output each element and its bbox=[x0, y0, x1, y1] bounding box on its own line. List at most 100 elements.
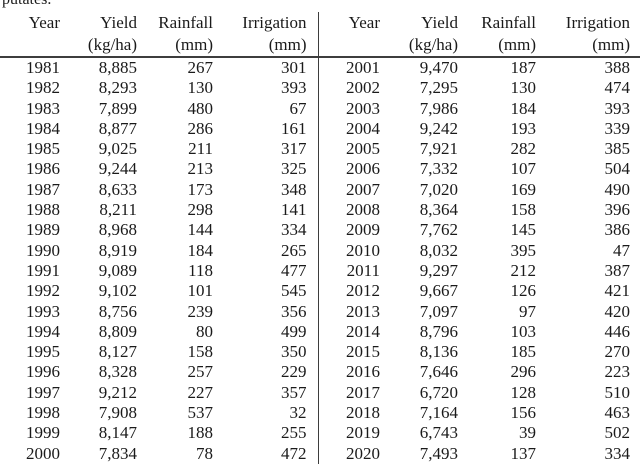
table-cell: 239 bbox=[187, 301, 214, 321]
table-row: 1990 8,919 184 265 2010 8,032 395 47 bbox=[0, 240, 640, 261]
table-cell: 128 bbox=[510, 382, 537, 402]
table-cell: 8,756 bbox=[98, 301, 137, 321]
table-cell: 8,809 bbox=[98, 321, 137, 341]
table-cell: 7,295 bbox=[419, 78, 458, 98]
col-header-yield-left: Yield bbox=[100, 13, 137, 32]
header-labels-row: Year Yield Rainfall Irrigation Year Yiel… bbox=[0, 12, 640, 34]
table-cell: 158 bbox=[510, 200, 537, 220]
col-unit-rainfall-right: (mm) bbox=[464, 34, 542, 58]
table-cell: 490 bbox=[604, 179, 631, 199]
table-row: 1985 9,025 211 317 2005 7,921 282 385 bbox=[0, 139, 640, 160]
table-cell: 8,127 bbox=[98, 342, 137, 362]
table-cell: 8,877 bbox=[98, 118, 137, 138]
table-cell: 2013 bbox=[317, 301, 386, 322]
table-cell: 103 bbox=[510, 321, 537, 341]
col-header-yield-right: Yield bbox=[421, 13, 458, 32]
table-cell: 1987 bbox=[26, 179, 60, 199]
table-cell: 2020 bbox=[317, 443, 386, 464]
table-cell: 7,646 bbox=[419, 362, 458, 382]
table-cell: 1984 bbox=[26, 118, 60, 138]
table-cell: 286 bbox=[187, 118, 214, 138]
table-cell: 130 bbox=[187, 78, 214, 98]
table-cell: 1996 bbox=[26, 362, 60, 382]
table-row: 1997 9,212 227 357 2017 6,720 128 510 bbox=[0, 382, 640, 404]
table-cell: 7,493 bbox=[419, 443, 458, 463]
table-row: 1981 8,885 267 301 2001 9,470 187 388 bbox=[0, 57, 640, 79]
table-cell: 296 bbox=[510, 362, 537, 382]
table-cell: 6,720 bbox=[419, 382, 458, 402]
table-cell: 8,032 bbox=[419, 240, 458, 260]
table-cell: 8,885 bbox=[98, 58, 137, 77]
table-cell: 1999 bbox=[26, 423, 60, 443]
table-cell: 1991 bbox=[26, 260, 60, 280]
table-cell: 126 bbox=[510, 281, 537, 301]
table-cell: 188 bbox=[187, 423, 214, 443]
table-cell: 356 bbox=[281, 301, 307, 321]
table-cell: 9,244 bbox=[98, 159, 137, 179]
table-cell: 1998 bbox=[26, 403, 60, 423]
table-cell: 9,025 bbox=[98, 139, 137, 159]
clipped-caption-fragment: putates. bbox=[2, 0, 51, 8]
table-row: 1989 8,968 144 334 2009 7,762 145 386 bbox=[0, 220, 640, 241]
table-cell: 2004 bbox=[317, 118, 386, 140]
table-cell: 67 bbox=[289, 98, 307, 118]
table-cell: 2008 bbox=[317, 200, 386, 221]
table-cell: 348 bbox=[281, 179, 307, 199]
table-cell: 9,089 bbox=[98, 260, 137, 280]
table-cell: 9,242 bbox=[419, 118, 458, 138]
table-cell: 78 bbox=[196, 443, 213, 463]
table-row: 1984 8,877 286 161 2004 9,242 193 339 bbox=[0, 118, 640, 140]
table-cell: 420 bbox=[604, 301, 631, 321]
table-cell: 298 bbox=[187, 200, 214, 220]
table-row: 1993 8,756 239 356 2013 7,097 97 420 bbox=[0, 301, 640, 322]
table-cell: 144 bbox=[187, 220, 214, 240]
table-cell: 2003 bbox=[317, 98, 386, 119]
table-cell: 32 bbox=[289, 403, 307, 423]
table-cell: 463 bbox=[604, 403, 631, 423]
table-cell: 187 bbox=[510, 58, 537, 77]
table-cell: 47 bbox=[613, 240, 630, 260]
table-cell: 8,364 bbox=[419, 200, 458, 220]
table-cell: 9,212 bbox=[98, 382, 137, 402]
table-cell: 9,102 bbox=[98, 281, 137, 301]
table-row: 1988 8,211 298 141 2008 8,364 158 396 bbox=[0, 200, 640, 221]
table-row: 1992 9,102 101 545 2012 9,667 126 421 bbox=[0, 281, 640, 302]
table-cell: 2007 bbox=[317, 179, 386, 201]
table-cell: 7,020 bbox=[419, 179, 458, 199]
table-cell: 8,211 bbox=[99, 200, 137, 220]
table-cell: 6,743 bbox=[419, 423, 458, 443]
table-row: 1986 9,244 213 325 2006 7,332 107 504 bbox=[0, 159, 640, 180]
table-cell: 2014 bbox=[317, 321, 386, 343]
table-row: 1995 8,127 158 350 2015 8,136 185 270 bbox=[0, 342, 640, 363]
table-cell: 282 bbox=[510, 139, 537, 159]
table-cell: 255 bbox=[281, 423, 307, 443]
table-cell: 8,136 bbox=[419, 342, 458, 362]
table-cell: 480 bbox=[187, 98, 214, 118]
table-cell: 8,147 bbox=[98, 423, 137, 443]
table-cell: 477 bbox=[281, 260, 307, 280]
table-cell: 2002 bbox=[317, 78, 386, 99]
table-cell: 8,796 bbox=[419, 321, 458, 341]
table-row: 1994 8,809 80 499 2014 8,796 103 446 bbox=[0, 321, 640, 343]
col-unit-year-right bbox=[317, 34, 386, 58]
table-cell: 7,921 bbox=[419, 139, 458, 159]
table-cell: 229 bbox=[281, 362, 307, 382]
table-cell: 1994 bbox=[26, 321, 60, 341]
table-cell: 537 bbox=[187, 403, 214, 423]
table-cell: 118 bbox=[188, 260, 213, 280]
table-cell: 339 bbox=[604, 118, 631, 138]
table-row: 1998 7,908 537 32 2018 7,164 156 463 bbox=[0, 403, 640, 424]
table-cell: 504 bbox=[604, 159, 631, 179]
table-cell: 2005 bbox=[317, 139, 386, 160]
table-cell: 212 bbox=[510, 260, 537, 280]
table-cell: 39 bbox=[519, 423, 536, 443]
table-cell: 385 bbox=[604, 139, 631, 159]
table-cell: 107 bbox=[510, 159, 537, 179]
table-cell: 184 bbox=[510, 98, 537, 118]
table-cell: 1985 bbox=[26, 139, 60, 159]
table-cell: 223 bbox=[604, 362, 631, 382]
table-cell: 227 bbox=[187, 382, 214, 402]
table-row: 1983 7,899 480 67 2003 7,986 184 393 bbox=[0, 98, 640, 119]
table-cell: 7,834 bbox=[98, 443, 137, 463]
table-cell: 101 bbox=[187, 281, 214, 301]
